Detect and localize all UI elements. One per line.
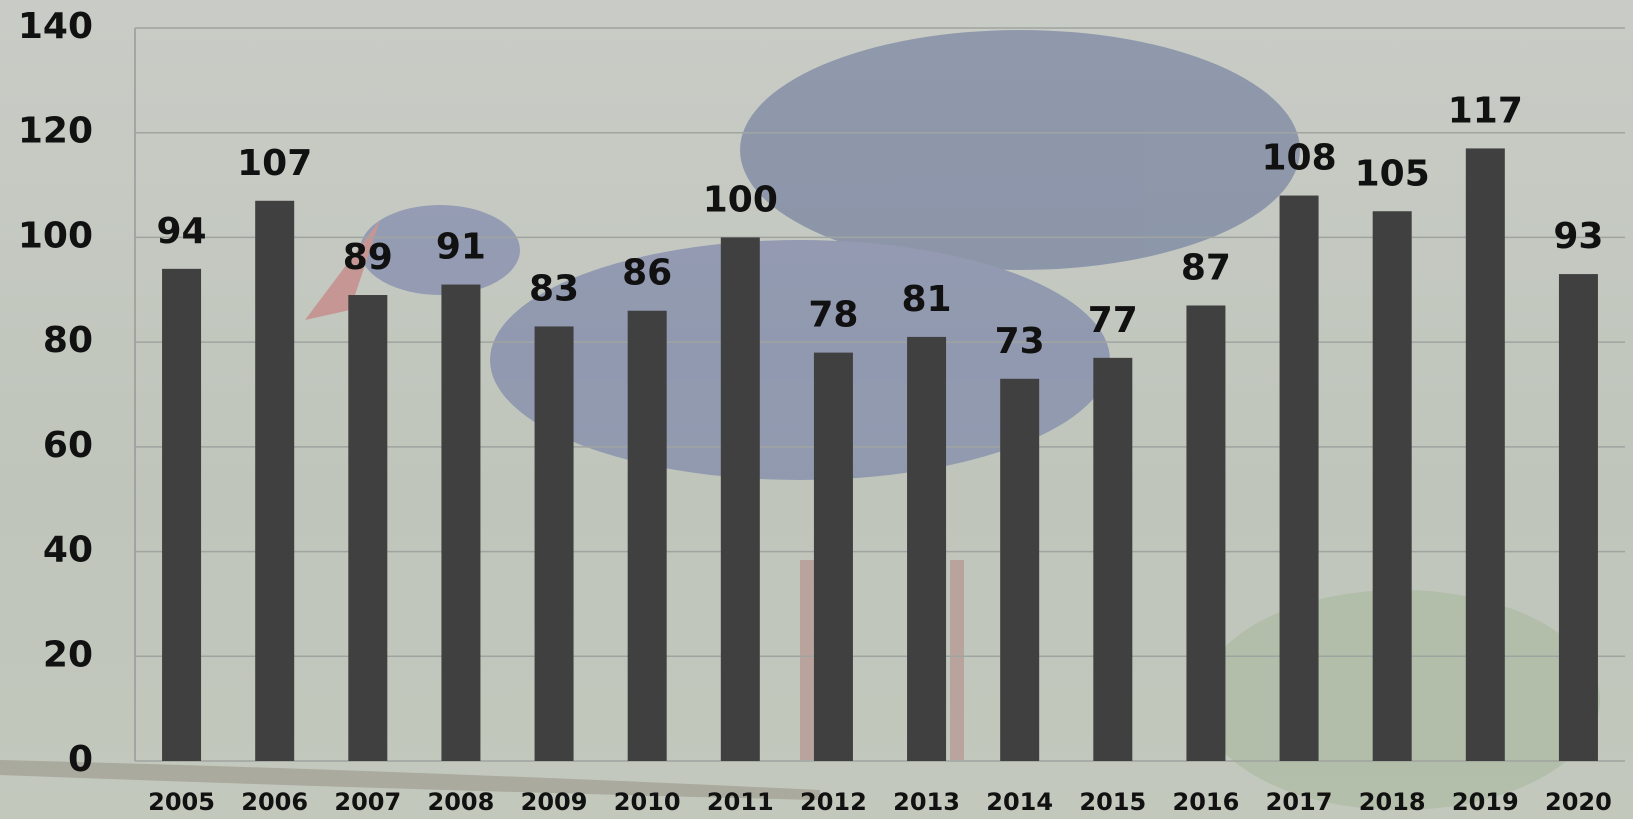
bar bbox=[627, 310, 667, 761]
value-label: 87 bbox=[1181, 247, 1231, 288]
x-tick-label: 2006 bbox=[241, 788, 308, 816]
bar bbox=[813, 352, 853, 761]
value-label: 93 bbox=[1553, 216, 1603, 257]
x-tick-label: 2013 bbox=[893, 788, 960, 816]
bar bbox=[162, 268, 202, 761]
x-tick-label: 2020 bbox=[1545, 788, 1612, 816]
value-label: 81 bbox=[902, 279, 952, 320]
y-tick-label: 120 bbox=[18, 111, 93, 152]
x-tick-label: 2014 bbox=[986, 788, 1053, 816]
x-tick-label: 2011 bbox=[707, 788, 774, 816]
bar bbox=[1093, 357, 1133, 761]
y-tick-label: 0 bbox=[68, 739, 93, 780]
value-label: 117 bbox=[1448, 90, 1523, 131]
bar bbox=[1465, 148, 1505, 761]
value-label: 94 bbox=[157, 211, 207, 252]
y-tick-label: 100 bbox=[18, 215, 93, 256]
x-tick-label: 2009 bbox=[521, 788, 588, 816]
bar bbox=[1279, 195, 1319, 762]
bar bbox=[348, 295, 388, 761]
y-tick-label: 140 bbox=[18, 6, 93, 47]
value-label: 100 bbox=[703, 179, 778, 220]
bar bbox=[1558, 274, 1598, 761]
x-tick-label: 2005 bbox=[148, 788, 215, 816]
y-tick-label: 40 bbox=[43, 530, 93, 571]
bar bbox=[534, 326, 574, 761]
value-label: 108 bbox=[1261, 138, 1336, 179]
value-label: 83 bbox=[529, 268, 579, 309]
value-label: 73 bbox=[995, 321, 1045, 362]
value-label: 77 bbox=[1088, 300, 1138, 341]
x-tick-label: 2018 bbox=[1359, 788, 1426, 816]
y-tick-label: 60 bbox=[43, 425, 93, 466]
bar bbox=[720, 237, 760, 761]
x-tick-label: 2016 bbox=[1173, 788, 1240, 816]
x-tick-label: 2012 bbox=[800, 788, 867, 816]
x-tick-label: 2010 bbox=[614, 788, 681, 816]
bar bbox=[1372, 211, 1412, 761]
bar bbox=[1000, 378, 1040, 761]
x-tick-label: 2019 bbox=[1452, 788, 1519, 816]
value-label: 105 bbox=[1355, 153, 1430, 194]
value-label: 86 bbox=[622, 253, 672, 294]
bar bbox=[907, 336, 947, 761]
y-tick-label: 80 bbox=[43, 320, 93, 361]
x-tick-label: 2015 bbox=[1079, 788, 1146, 816]
bar bbox=[1186, 305, 1226, 761]
value-label: 91 bbox=[436, 227, 486, 268]
x-tick-label: 2008 bbox=[428, 788, 495, 816]
bar bbox=[441, 284, 481, 761]
value-label: 89 bbox=[343, 237, 393, 278]
value-label: 107 bbox=[237, 143, 312, 184]
x-tick-label: 2017 bbox=[1266, 788, 1333, 816]
bar bbox=[255, 200, 295, 761]
y-tick-label: 20 bbox=[43, 634, 93, 675]
x-tick-label: 2007 bbox=[334, 788, 401, 816]
value-label: 78 bbox=[808, 295, 858, 336]
